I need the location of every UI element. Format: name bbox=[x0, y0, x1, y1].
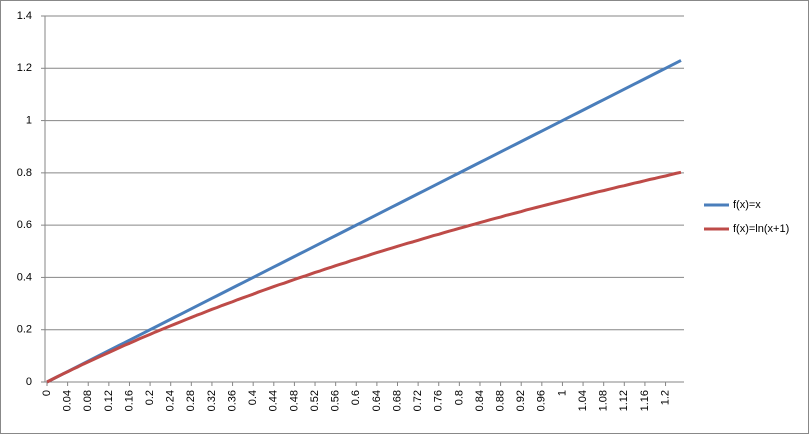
x-tick-label: 0.88 bbox=[494, 390, 506, 411]
x-tick-label: 0.08 bbox=[82, 390, 94, 411]
y-tick-label: 0.6 bbox=[17, 219, 32, 231]
y-tick-label: 0.4 bbox=[17, 271, 32, 283]
x-tick-label: 0.76 bbox=[433, 390, 445, 411]
y-tick-label: 0.8 bbox=[17, 167, 32, 179]
x-tick-label: 0.36 bbox=[226, 390, 238, 411]
x-tick-label: 0.44 bbox=[268, 390, 280, 411]
x-tick-label: 0.2 bbox=[144, 390, 156, 405]
x-tick-label: 0.52 bbox=[309, 390, 321, 411]
y-tick-label: 0.2 bbox=[17, 324, 32, 336]
x-tick-label: 0.12 bbox=[103, 390, 115, 411]
x-tick-label: 1.12 bbox=[618, 390, 630, 411]
x-tick-label: 1.08 bbox=[598, 390, 610, 411]
x-tick-label: 1 bbox=[556, 390, 568, 396]
legend-label: f(x)=x bbox=[733, 199, 761, 211]
x-tick-label: 0.4 bbox=[247, 390, 259, 405]
x-tick-label: 0 bbox=[41, 390, 53, 396]
x-tick-label: 1.2 bbox=[659, 390, 671, 405]
x-tick-label: 0.28 bbox=[185, 390, 197, 411]
x-tick-label: 1.16 bbox=[639, 390, 651, 411]
series-line bbox=[46, 59, 682, 384]
x-tick-label: 0.48 bbox=[288, 390, 300, 411]
x-tick-label: 0.16 bbox=[123, 390, 135, 411]
legend-label: f(x)=ln(x+1) bbox=[733, 223, 789, 235]
series-line bbox=[46, 170, 682, 384]
y-tick-label: 1.4 bbox=[17, 10, 32, 22]
x-tick-label: 0.96 bbox=[536, 390, 548, 411]
x-tick-label: 0.84 bbox=[474, 390, 486, 411]
x-tick-label: 0.72 bbox=[412, 390, 424, 411]
x-tick-label: 1.04 bbox=[577, 390, 589, 411]
x-tick-label: 0.32 bbox=[206, 390, 218, 411]
x-tick-label: 0.6 bbox=[350, 390, 362, 405]
y-tick-label: 0 bbox=[26, 376, 32, 388]
x-tick-label: 0.24 bbox=[165, 390, 177, 411]
y-tick-label: 1.2 bbox=[17, 62, 32, 74]
x-tick-label: 0.56 bbox=[330, 390, 342, 411]
x-tick-label: 0.68 bbox=[391, 390, 403, 411]
x-tick-label: 0.04 bbox=[62, 390, 74, 411]
y-tick-label: 1 bbox=[26, 114, 32, 126]
x-tick-label: 0.8 bbox=[453, 390, 465, 405]
x-tick-label: 0.64 bbox=[371, 390, 383, 411]
x-tick-label: 0.92 bbox=[515, 390, 527, 411]
